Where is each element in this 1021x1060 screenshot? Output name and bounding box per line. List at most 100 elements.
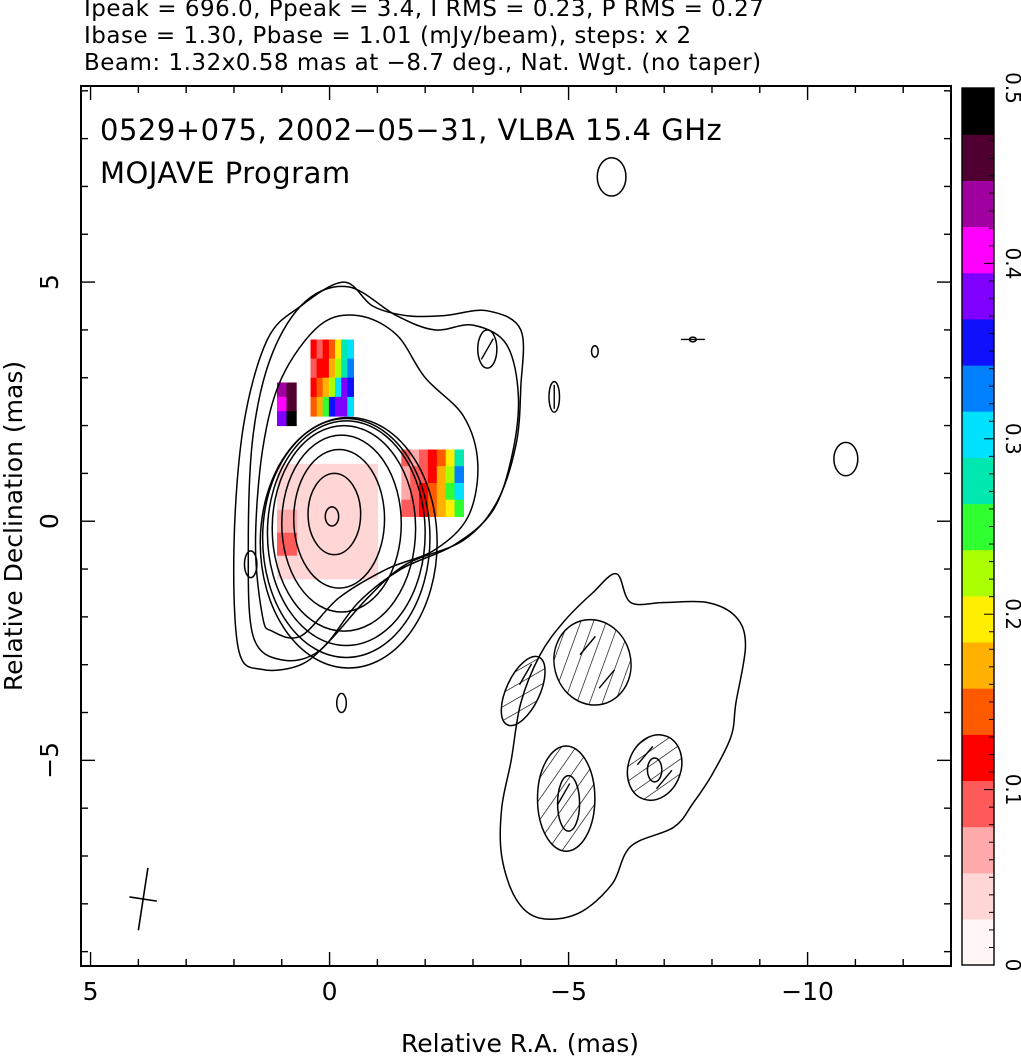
pol-cell [328, 339, 336, 360]
pol-cell [445, 499, 456, 517]
south-contour [499, 573, 747, 920]
negative-contour [626, 734, 683, 801]
map-title-line-1: 0529+075, 2002−05−31, VLBA 15.4 GHz [100, 113, 722, 147]
pol-cell [277, 486, 298, 511]
colorbar-swatch [962, 780, 994, 828]
pol-cell [357, 463, 378, 488]
pol-cell [436, 449, 447, 467]
core-contour [324, 506, 340, 527]
pol-cell [427, 483, 438, 501]
jet-contour [232, 281, 525, 672]
pol-cell [436, 466, 447, 484]
colorbar-swatch [962, 318, 994, 366]
map-title-line-2: MOJAVE Program [100, 156, 351, 190]
pol-cell [297, 532, 318, 557]
pol-cell [436, 483, 447, 501]
colorbar-swatch [962, 226, 994, 274]
pol-cell [347, 377, 354, 398]
colorbar-swatch [962, 826, 994, 874]
evpa-vector [480, 338, 494, 360]
header-line-3: Beam: 1.32x0.58 mas at −8.7 deg., Nat. W… [84, 50, 762, 76]
x-tick-label: −5 [550, 977, 587, 1006]
pol-cell [316, 377, 324, 398]
pol-cell [445, 483, 456, 501]
pol-cell [310, 377, 318, 398]
colorbar-tick-label: 0.4 [1001, 247, 1021, 279]
small-contour [833, 441, 859, 477]
colorbar-swatch [962, 641, 994, 689]
pol-cell [357, 532, 378, 557]
evpa-vector [557, 783, 571, 805]
pol-cell [335, 339, 342, 360]
pol-cell [445, 466, 456, 484]
pol-cell [322, 396, 330, 417]
pol-cell [297, 486, 318, 511]
pol-cell [286, 411, 297, 427]
evpa-vector [636, 745, 654, 766]
pol-cell [317, 509, 338, 534]
y-tick-label: 5 [35, 274, 64, 290]
jet-contour [254, 314, 479, 639]
pol-cell [335, 396, 342, 417]
pol-cell [454, 466, 464, 484]
pol-cell [317, 463, 338, 488]
pol-cell [328, 377, 336, 398]
colorbar-swatch [962, 180, 994, 228]
pol-cell [277, 411, 288, 427]
header-line-2: Ibase = 1.30, Pbase = 1.01 (mJy/beam), s… [84, 23, 692, 49]
pol-cell [401, 449, 411, 467]
pol-cell [347, 396, 354, 417]
colorbar-swatch [962, 734, 994, 781]
pol-cell [454, 499, 464, 517]
pol-cell [445, 449, 456, 467]
pol-cell [419, 449, 429, 467]
colorbar-swatch [962, 364, 994, 412]
pol-cell [357, 509, 378, 534]
pol-cell [297, 509, 318, 534]
pol-cell [401, 499, 411, 517]
core-contour [281, 434, 403, 613]
small-contour [590, 344, 599, 358]
pol-cell [427, 449, 438, 467]
core-contour [307, 472, 362, 556]
pol-cell [410, 466, 420, 484]
pol-cell [341, 396, 348, 417]
colorbar-swatch [962, 688, 994, 735]
small-contour [243, 550, 258, 579]
core-contour [259, 416, 438, 669]
header-line-1: Ipeak = 696.0, Ppeak = 3.4, I RMS = 0.23… [84, 0, 765, 22]
pol-cell [347, 358, 354, 379]
negative-contour [553, 618, 632, 706]
colorbar-swatch [962, 918, 994, 966]
core-contour [292, 448, 386, 589]
pol-cell [322, 339, 330, 360]
pol-cell [410, 483, 420, 501]
core-contour [261, 417, 431, 659]
pol-cell [310, 339, 318, 360]
pol-cell [277, 463, 298, 488]
pol-cell [341, 377, 348, 398]
evpa-vector [518, 663, 533, 686]
colorbar-swatch [962, 872, 994, 920]
colorbar-tick-label: 0.3 [1001, 423, 1021, 455]
jet-contour [247, 285, 520, 662]
colorbar-swatch [962, 88, 994, 135]
colorbar-swatch [962, 549, 994, 597]
pol-cell [347, 339, 354, 360]
x-axis-label: Relative R.A. (mas) [401, 1029, 639, 1058]
pol-cell [337, 463, 358, 488]
x-tick-label: 0 [322, 977, 338, 1006]
pol-cell [410, 449, 420, 467]
colorbar-swatch [962, 503, 994, 551]
negative-contour [536, 745, 596, 852]
pol-cell [337, 509, 358, 534]
colorbar-swatch [962, 134, 994, 181]
pol-cell [316, 396, 324, 417]
inner-contour [646, 757, 663, 783]
core-contour [271, 424, 417, 632]
colorbar-tick-label: 0 [1001, 959, 1021, 972]
evpa-vector [579, 635, 596, 656]
pol-cell [317, 555, 338, 580]
colorbar-swatch [962, 595, 994, 643]
